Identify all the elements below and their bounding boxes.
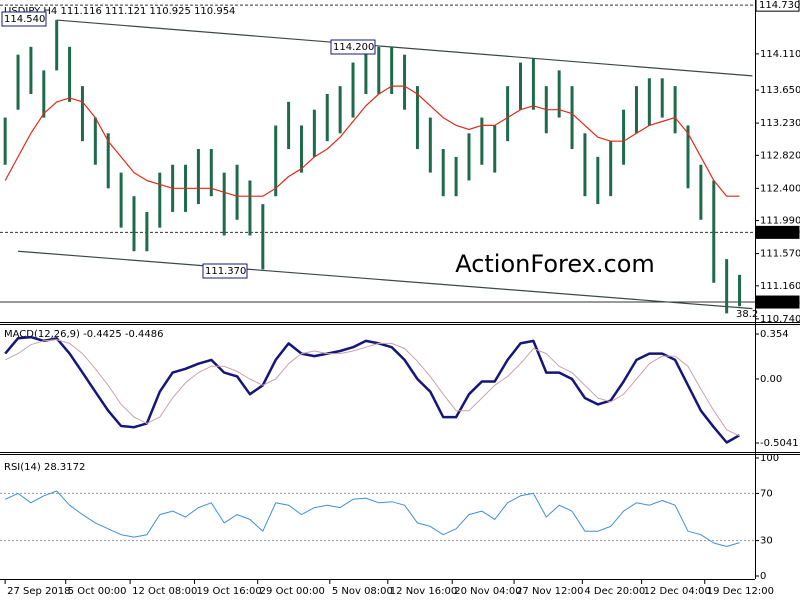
annotation-box (202, 263, 248, 279)
y-tick-label: 0 (760, 571, 766, 582)
y-tick-label: 100 (760, 453, 779, 464)
annotation: 114.200 (333, 42, 374, 53)
moving-average (4, 85, 740, 197)
y-tick-label: -0.5041 (760, 438, 799, 449)
x-tick-label: 19 Oct 16:00 (197, 586, 262, 597)
y-tick-label: 30 (760, 536, 773, 547)
x-tick-label: 4 Dec 20:00 (584, 586, 645, 597)
x-tick-label: 12 Dec 04:00 (644, 586, 711, 597)
annotation: 114.540 (4, 14, 45, 25)
level-label-box (755, 225, 800, 239)
y-tick-label: 113.230 (760, 118, 800, 129)
x-tick-label: 27 Sep 2018 (7, 586, 70, 597)
indicator-line (4, 335, 741, 444)
annotation: 38.2 (736, 309, 758, 320)
x-tick-label: 5 Nov 08:00 (332, 586, 393, 597)
y-tick-label: 112.820 (760, 150, 800, 161)
y-tick-label: 70 (760, 488, 773, 499)
panel-title: USDJPY,H4 111.116 111.121 110.925 110.95… (4, 6, 235, 17)
annotation: 111.370 (205, 266, 246, 277)
x-tick-label: 19 Dec 12:00 (707, 586, 774, 597)
y-tick-label: 114.110 (760, 49, 800, 60)
x-tick-label: 12 Oct 08:00 (132, 586, 197, 597)
panel-title: MACD(12,26,9) -0.4425 -0.4486 (4, 329, 164, 340)
x-tick-label: 29 Oct 00:00 (260, 586, 325, 597)
y-tick-label: 112.400 (760, 183, 800, 194)
annotation-box (1, 11, 47, 27)
x-tick-label: 20 Nov 04:00 (454, 586, 521, 597)
level-label-box (755, 0, 800, 12)
y-tick-label: 111.990 (760, 216, 800, 227)
level-label-box (755, 295, 800, 309)
y-tick-label: 111.160 (760, 281, 800, 292)
level-label: 114.730 (759, 0, 800, 11)
x-tick-label: 12 Nov 16:00 (390, 586, 457, 597)
x-tick-label: 5 Oct 00:00 (68, 586, 127, 597)
trendline (56, 19, 753, 77)
panel-title: RSI(14) 28.3172 (4, 462, 85, 473)
y-tick-label: 0.00 (760, 374, 782, 385)
watermark: ActionForex.com (455, 250, 655, 278)
level-label: 111.840 (759, 227, 800, 238)
annotation-box (330, 39, 376, 55)
indicator-line (4, 339, 740, 437)
y-tick-label: 110.740 (760, 314, 800, 325)
indicator-line (4, 490, 740, 547)
y-tick-label: 113.650 (760, 85, 800, 96)
x-tick-label: 27 Nov 12:00 (516, 586, 583, 597)
trendline (17, 250, 753, 310)
level-label: 110.954 (759, 297, 800, 308)
y-tick-label: 111.570 (760, 249, 800, 260)
y-tick-label: 0.354 (760, 329, 789, 340)
